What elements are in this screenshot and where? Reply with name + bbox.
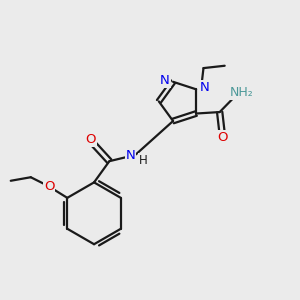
Text: N: N	[160, 74, 170, 87]
Text: NH₂: NH₂	[230, 86, 253, 99]
Text: N: N	[200, 81, 209, 94]
Text: O: O	[217, 131, 227, 145]
Text: N: N	[126, 149, 135, 162]
Text: H: H	[139, 154, 147, 166]
Text: O: O	[85, 133, 96, 146]
Text: O: O	[44, 180, 54, 193]
